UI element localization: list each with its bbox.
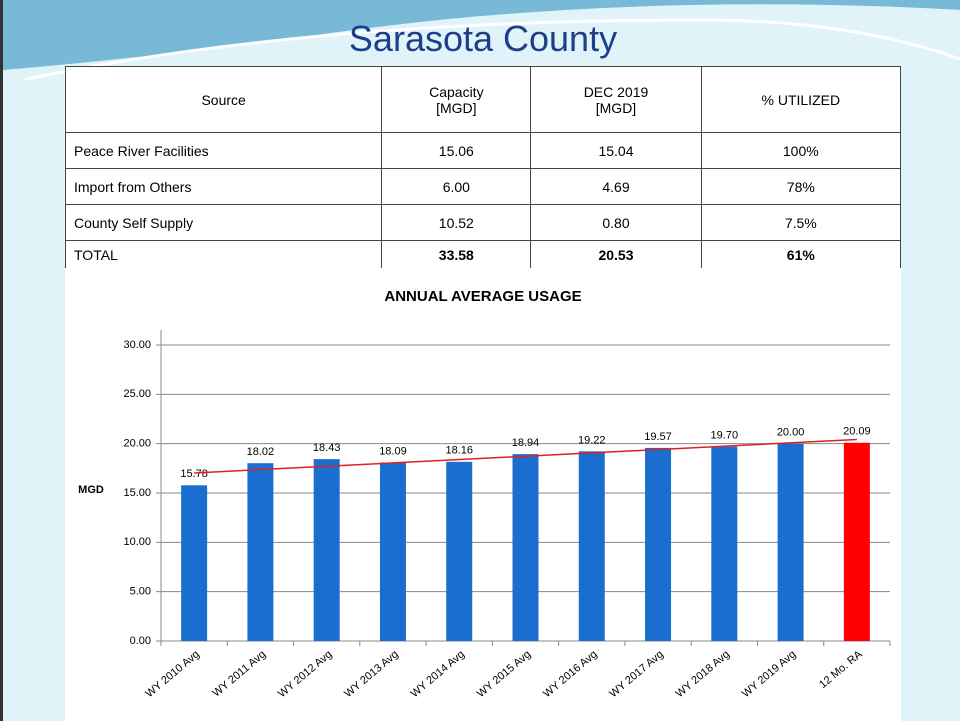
table-cell: TOTAL [64,240,383,269]
data-label: 15.78 [180,468,208,480]
table-cell: 7.5% [700,204,902,241]
data-label: 20.00 [777,427,805,439]
slide-title: Sarasota County [348,18,618,59]
header-text: Capacity [429,83,484,100]
decoration [3,0,960,80]
bar [777,443,804,641]
table-cell: 33.58 [381,240,532,269]
table-cell: Peace River Facilities [64,132,383,169]
bar [578,451,605,641]
table-row: County Self Supply 10.52 0.80 7.5% [64,204,902,241]
data-label: 18.43 [313,442,341,454]
header-cell: Source [64,66,383,133]
header-row: Source Capacity [MGD] DEC 2019 [MGD]% UTILIZ… [64,66,902,133]
y-axis-label: MGD [78,484,104,496]
data-label: 19.70 [711,430,739,442]
y-tick-label: 25.00 [123,388,151,400]
y-tick-label: 20.00 [123,438,151,450]
y-tick-label: 0.00 [130,635,151,647]
table-cell: 4.69 [530,168,702,205]
bar [379,462,406,641]
y-tick-label: 10.00 [123,536,151,548]
data-label: 18.09 [379,445,407,457]
header-cell: Capacity [MGD] [381,66,532,133]
table-row: TOTAL 33.58 20.53 61% [64,240,902,269]
header-text: Source [201,91,246,108]
table-cell: 20.53 [530,240,702,269]
bar [181,485,208,641]
table-cell: 78% [700,168,902,205]
y-tick-label: 5.00 [130,586,151,598]
table-cell: 15.04 [530,132,702,169]
table-cell: 10.52 [381,204,532,241]
table-row: Import from Others 6.00 4.69 78% [64,168,902,205]
data-label: 19.57 [644,431,672,443]
y-tick-label: 30.00 [123,339,151,351]
table-cell: 100% [700,132,902,169]
table-cell: 6.00 [381,168,532,205]
data-label: 18.02 [247,446,275,458]
data-label: 20.09 [843,426,871,438]
bar [313,459,340,641]
y-tick-label: 15.00 [123,487,151,499]
bar [843,442,870,641]
bar [446,461,473,641]
header-text: [MGD] [595,99,637,116]
data-label: 19.22 [578,434,606,446]
header-text: [MGD] [436,99,477,116]
header-cell: DEC 2019 [MGD] [530,66,702,133]
capacity-table: Source Capacity [MGD] DEC 2019 [MGD]% UTILIZ… [64,66,902,269]
trendline [194,438,857,474]
table-row: Peace River Facilities 15.06 15.04 100% [64,132,902,169]
table-cell: 15.06 [381,132,532,169]
chart-title: ANNUAL AVERAGE USAGE [384,288,581,305]
table-cell: County Self Supply [64,204,383,241]
header-text: DEC 2019 [583,83,649,100]
header-cell: % UTILIZED [700,66,902,133]
bar [645,447,672,641]
chart: ANNUAL AVERAGE USAGE MGD 0.00 5.00 10.00 15… [65,268,901,721]
bar [247,463,274,641]
bar [711,446,738,641]
header-text: % UTILIZED [761,91,841,108]
table-cell: 61% [700,240,902,269]
data-label: 18.94 [512,437,540,449]
bar [512,454,539,641]
table-cell: 0.80 [530,204,702,241]
data-label: 18.16 [445,445,473,457]
table-cell: Import from Others [64,168,383,205]
